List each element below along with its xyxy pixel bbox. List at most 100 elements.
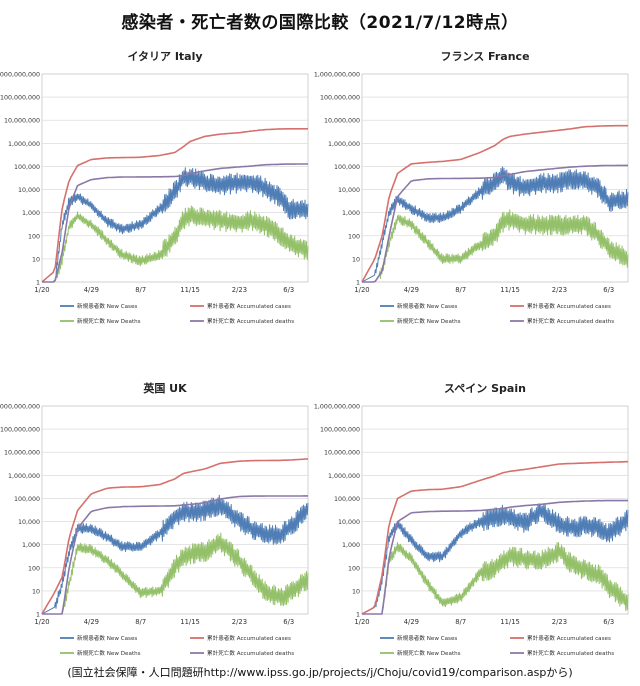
- x-tick-label: 1/20: [354, 286, 369, 294]
- x-tick-label: 4/29: [404, 618, 419, 626]
- chart-panel-0: イタリア Italy 1 10 100 1,000 10,000 100,000 1,000,…: [0, 50, 309, 325]
- y-tick-label: 1,000,000,000: [314, 72, 360, 79]
- x-tick-label: 1/20: [34, 286, 49, 294]
- x-tick-label: 8/7: [135, 618, 146, 626]
- y-tick-label: 10: [32, 256, 40, 263]
- series-line-new-cases: [42, 167, 309, 283]
- legend-entry: 新規患者数 New Cases: [397, 634, 457, 642]
- source-note: (国立社会保障・人口問題研http://www.ipss.go.jp/proje…: [67, 666, 573, 679]
- x-tick-label: 6/3: [283, 286, 294, 294]
- x-tick-label: 6/3: [603, 618, 614, 626]
- y-tick-label: 100,000,000: [0, 95, 40, 102]
- y-tick-label: 10,000: [18, 187, 40, 194]
- y-tick-label: 10,000,000: [4, 118, 40, 125]
- legend-entry: 新規患者数 New Cases: [397, 302, 457, 310]
- x-tick-label: 2/23: [232, 286, 247, 294]
- series-line-accumulated-cases: [361, 460, 628, 615]
- y-tick-label: 100,000,000: [320, 427, 360, 434]
- y-tick-label: 1,000,000,000: [0, 404, 40, 411]
- y-tick-label: 100,000: [334, 164, 360, 171]
- legend-entry: 新規死亡数 New Deaths: [397, 317, 461, 325]
- legend-entry: 新規死亡数 New Deaths: [77, 317, 141, 325]
- series-line-accumulated-cases: [41, 128, 308, 283]
- y-tick-label: 10: [352, 256, 360, 263]
- chart-title: フランス France: [440, 50, 529, 63]
- page-title: 感染者・死亡者数の国際比較（2021/7/12時点）: [121, 13, 519, 33]
- x-tick-label: 2/23: [552, 618, 567, 626]
- x-tick-label: 4/29: [84, 286, 99, 294]
- series-line-new-cases: [361, 503, 629, 615]
- x-tick-label: 4/29: [404, 286, 419, 294]
- y-tick-label: 100,000: [14, 496, 40, 503]
- legend-entry: 新規患者数 New Cases: [77, 302, 137, 310]
- x-tick-label: 4/29: [84, 618, 99, 626]
- y-tick-label: 100,000,000: [320, 95, 360, 102]
- y-tick-label: 1,000,000: [8, 141, 40, 148]
- legend-entry: 累計死亡数 Accumulated deaths: [527, 649, 614, 657]
- y-tick-label: 100: [348, 233, 360, 240]
- x-tick-label: 11/15: [500, 618, 520, 626]
- y-tick-label: 10,000,000: [324, 450, 360, 457]
- y-tick-label: 100,000,000: [0, 427, 40, 434]
- legend-entry: 累計死亡数 Accumulated deaths: [527, 317, 614, 325]
- y-tick-label: 1,000,000,000: [0, 72, 40, 79]
- series-line-new-deaths: [42, 205, 309, 283]
- x-tick-label: 2/23: [232, 618, 247, 626]
- plot-area: [41, 73, 309, 283]
- y-tick-label: 100,000: [334, 496, 360, 503]
- y-tick-label: 100,000: [14, 164, 40, 171]
- series-line-new-cases: [41, 494, 309, 615]
- y-tick-label: 10,000: [338, 187, 360, 194]
- y-tick-label: 1,000,000: [8, 473, 40, 480]
- y-tick-label: 1: [36, 280, 40, 287]
- legend-entry: 累計患者数 Accumulated cases: [527, 634, 611, 642]
- series-line-accumulated-deaths: [42, 495, 308, 615]
- series-line-accumulated-deaths: [362, 164, 628, 283]
- legend-entry: 新規死亡数 New Deaths: [77, 649, 141, 657]
- y-tick-label: 10,000,000: [4, 450, 40, 457]
- y-tick-label: 10,000: [18, 519, 40, 526]
- x-tick-label: 1/20: [354, 618, 369, 626]
- x-tick-label: 6/3: [603, 286, 614, 294]
- y-tick-label: 1,000: [342, 542, 360, 549]
- x-tick-label: 11/15: [180, 286, 200, 294]
- x-tick-label: 11/15: [500, 286, 520, 294]
- series-line-new-cases: [361, 166, 629, 283]
- y-tick-label: 1: [356, 280, 360, 287]
- chart-panel-1: フランス France 1 10 100 1,000 10,000 100,000 1,000…: [314, 50, 629, 325]
- series-line-accumulated-cases: [361, 124, 628, 283]
- legend-entry: 新規死亡数 New Deaths: [397, 649, 461, 657]
- y-tick-label: 1,000,000,000: [314, 404, 360, 411]
- y-tick-label: 1,000: [22, 542, 40, 549]
- plot-area: [41, 405, 309, 615]
- y-tick-label: 100: [348, 565, 360, 572]
- legend-entry: 累計患者数 Accumulated cases: [207, 302, 291, 310]
- y-tick-label: 10,000: [338, 519, 360, 526]
- y-tick-label: 1,000: [342, 210, 360, 217]
- chart-title: スペイン Spain: [444, 382, 526, 395]
- legend-entry: 累計患者数 Accumulated cases: [527, 302, 611, 310]
- y-tick-label: 1,000: [22, 210, 40, 217]
- y-tick-label: 1: [36, 612, 40, 619]
- x-tick-label: 2/23: [552, 286, 567, 294]
- x-tick-label: 6/3: [283, 618, 294, 626]
- y-tick-label: 1,000,000: [328, 473, 360, 480]
- x-tick-label: 8/7: [455, 286, 466, 294]
- series-line-new-deaths: [362, 209, 629, 283]
- series-line-new-deaths: [42, 532, 309, 615]
- y-tick-label: 1,000,000: [328, 141, 360, 148]
- chart-panel-2: 英国 UK 1 10 100 1,000 10,000 100,000 1,000,000 10…: [0, 381, 309, 657]
- series-line-accumulated-cases: [41, 458, 309, 615]
- y-tick-label: 100: [28, 233, 40, 240]
- y-tick-label: 10: [352, 588, 360, 595]
- legend-entry: 新規患者数 New Cases: [77, 634, 137, 642]
- series-line-accumulated-deaths: [42, 163, 308, 283]
- y-tick-label: 100: [28, 565, 40, 572]
- legend-entry: 累計死亡数 Accumulated deaths: [207, 317, 294, 325]
- chart-panel-3: スペイン Spain 1 10 100 1,000 10,000 100,000 1,000,…: [314, 382, 629, 657]
- series-line-new-deaths: [362, 542, 629, 615]
- legend-entry: 累計患者数 Accumulated cases: [207, 634, 291, 642]
- y-tick-label: 10: [32, 588, 40, 595]
- x-tick-label: 11/15: [180, 618, 200, 626]
